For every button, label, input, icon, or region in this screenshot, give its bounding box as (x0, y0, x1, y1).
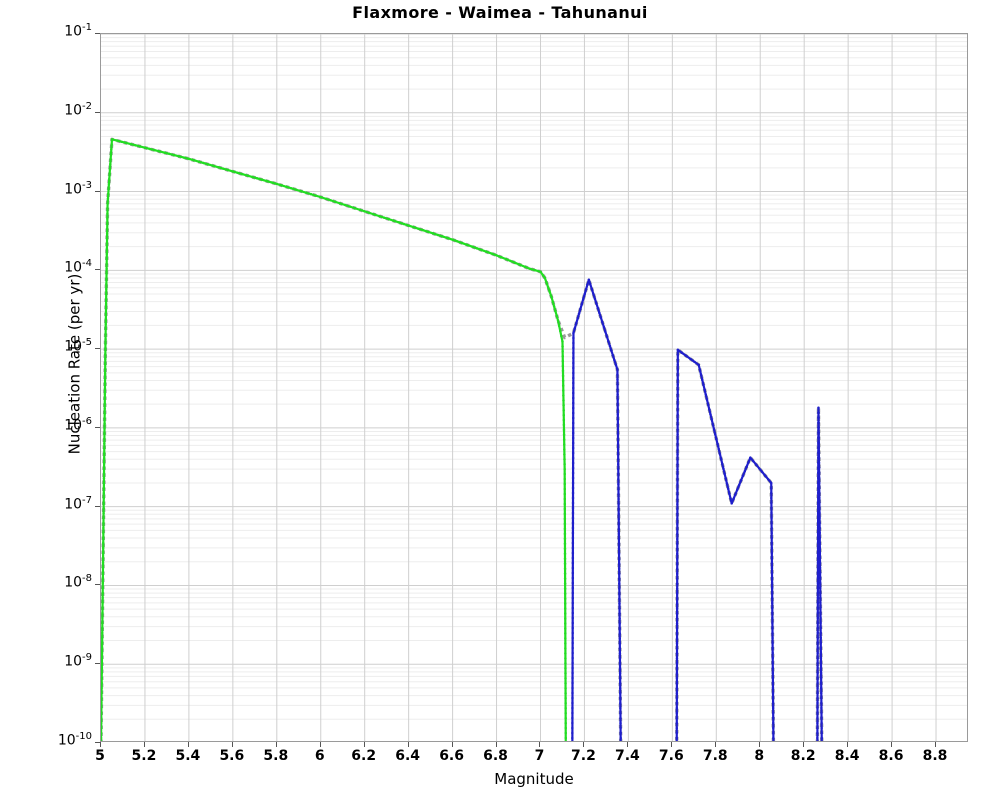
y-tick-mark (95, 505, 100, 507)
series-markers-characteristic-rate (571, 278, 823, 740)
x-tick-mark (935, 742, 937, 747)
x-tick-mark (583, 742, 585, 747)
x-tick-mark (715, 742, 717, 747)
y-tick-mark (95, 111, 100, 113)
x-axis-label: Magnitude (494, 770, 574, 788)
x-tick-label: 8 (754, 748, 765, 764)
x-tick-label: 8.4 (834, 748, 860, 764)
x-tick-mark (407, 742, 409, 747)
series-gutenberg-richter-rate (101, 138, 567, 741)
series-total-rate (101, 137, 824, 741)
x-tick-label: 8.2 (790, 748, 816, 764)
y-tick-mark (95, 269, 100, 271)
x-tick-mark (847, 742, 849, 747)
x-tick-label: 6.4 (395, 748, 421, 764)
x-tick-mark (231, 742, 233, 747)
y-tick-mark (95, 663, 100, 665)
y-tick-mark (95, 33, 100, 34)
x-tick-mark (319, 742, 321, 747)
x-tick-mark (187, 742, 189, 747)
y-tick-label: 10-5 (64, 337, 92, 355)
y-tick-label: 10-4 (64, 258, 92, 276)
y-tick-mark (95, 426, 100, 428)
x-tick-mark (759, 742, 761, 747)
x-tick-mark (627, 742, 629, 747)
x-tick-mark (891, 742, 893, 747)
x-tick-label: 7.8 (702, 748, 728, 764)
x-tick-label: 5 (95, 748, 105, 764)
x-tick-label: 7 (534, 748, 545, 764)
series-characteristic-rate (571, 278, 823, 741)
x-tick-label: 7.4 (614, 748, 640, 764)
x-tick-label: 5.4 (175, 748, 201, 764)
x-tick-mark (539, 742, 541, 747)
x-tick-label: 6 (314, 748, 325, 764)
x-tick-label: 7.6 (658, 748, 684, 764)
x-tick-label: 8.6 (878, 748, 904, 764)
page-title: Flaxmore - Waimea - Tahunanui (352, 3, 648, 22)
x-tick-label: 5.2 (131, 748, 157, 764)
y-tick-label: 10-2 (64, 100, 92, 119)
x-tick-label: 6.2 (351, 748, 377, 764)
x-tick-mark (495, 742, 497, 747)
x-tick-label: 5.8 (263, 748, 289, 764)
y-tick-label: 10-6 (64, 415, 92, 434)
y-tick-mark (95, 190, 100, 192)
x-tick-mark (671, 742, 673, 747)
x-tick-label: 8.8 (922, 748, 948, 764)
y-tick-label: 10-8 (64, 573, 92, 592)
y-tick-label: 10-10 (57, 731, 92, 749)
x-tick-mark (363, 742, 365, 747)
data-series-layer (101, 137, 824, 741)
y-tick-label: 10-1 (64, 22, 92, 40)
y-tick-label: 10-9 (64, 652, 92, 670)
y-tick-mark (95, 584, 100, 586)
x-tick-mark (451, 742, 453, 747)
y-tick-mark (95, 348, 100, 350)
x-tick-mark (143, 742, 145, 747)
x-tick-label: 7.2 (571, 748, 596, 764)
x-tick-label: 6.6 (439, 748, 464, 764)
x-tick-label: 6.8 (483, 748, 508, 764)
x-tick-mark (803, 742, 805, 747)
x-tick-label: 5.6 (219, 748, 245, 764)
y-tick-label: 10-7 (64, 494, 92, 513)
y-tick-label: 10-3 (64, 179, 92, 198)
x-tick-mark (275, 742, 277, 747)
plot-area (100, 33, 968, 742)
x-tick-mark (100, 742, 101, 747)
series-markers-gutenberg-richter-rate (101, 138, 567, 740)
y-tick-mark (95, 742, 100, 743)
